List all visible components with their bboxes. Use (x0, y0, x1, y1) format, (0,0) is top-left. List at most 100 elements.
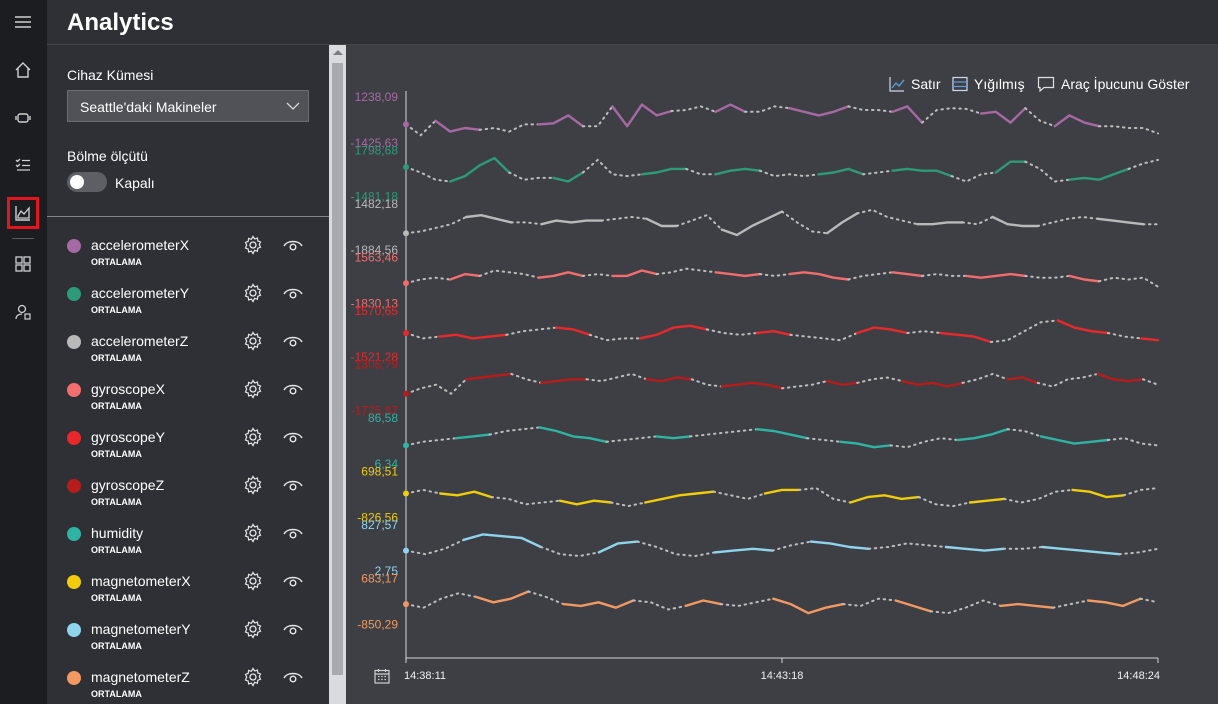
series-line-gyroscopeX[interactable] (891, 271, 924, 278)
series-gap-gyroscopeY[interactable] (505, 326, 558, 336)
series-gap-gyroscopeX[interactable] (581, 273, 614, 277)
line-view-button[interactable]: Satır (889, 74, 941, 94)
series-gap-gyroscopeX[interactable] (847, 271, 894, 281)
series-gap-accelerometerY[interactable] (1127, 158, 1159, 170)
series-gap-gyroscopeZ[interactable] (781, 380, 829, 390)
series-line-magnetometerX[interactable] (644, 490, 715, 504)
series-line-gyroscopeX[interactable] (611, 269, 658, 278)
series-line-magnetometerX[interactable] (1071, 488, 1125, 499)
series-line-accelerometerZ[interactable] (825, 212, 859, 235)
eye-icon[interactable] (283, 381, 303, 397)
eye-icon[interactable] (283, 477, 303, 493)
series-gap-magnetometerX[interactable] (610, 501, 647, 508)
series-line-humidity[interactable] (839, 440, 892, 449)
series-gap-gyroscopeY[interactable] (906, 330, 942, 334)
series-gap-humidity[interactable] (405, 437, 458, 447)
series-gap-gyroscopeX[interactable] (1024, 274, 1071, 279)
series-line-magnetometerZ[interactable] (684, 599, 722, 608)
sensor-item-gyroscopeY[interactable]: gyroscopeY ORTALAMA (47, 426, 329, 470)
series-gap-gyroscopeZ[interactable] (510, 372, 543, 384)
gear-icon[interactable] (243, 379, 263, 399)
series-gap-accelerometerX[interactable] (1024, 107, 1056, 128)
series-line-accelerometerX[interactable] (1053, 114, 1101, 128)
sensor-item-magnetometerX[interactable]: magnetometerX ORTALAMA (47, 570, 329, 614)
series-line-accelerometerZ[interactable] (991, 215, 1039, 228)
menu-icon[interactable] (9, 8, 37, 36)
sensor-item-magnetometerZ[interactable]: magnetometerZ ORTALAMA (47, 666, 329, 704)
series-gap-gyroscopeX[interactable] (655, 267, 717, 276)
series-line-magnetometerX[interactable] (558, 499, 613, 506)
sensor-item-accelerometerX[interactable]: accelerometerX ORTALAMA (47, 234, 329, 278)
series-line-gyroscopeY[interactable] (555, 326, 592, 336)
series-gap-humidity[interactable] (488, 426, 541, 436)
sensor-item-magnetometerY[interactable]: magnetometerY ORTALAMA (47, 618, 329, 662)
series-gap-accelerometerZ[interactable] (781, 210, 829, 235)
series-gap-humidity[interactable] (605, 435, 658, 443)
series-gap-magnetometerZ[interactable] (405, 592, 477, 609)
series-line-gyroscopeY[interactable] (1140, 337, 1160, 342)
sensor-item-accelerometerZ[interactable]: accelerometerZ ORTALAMA (47, 330, 329, 374)
series-gap-magnetometerY[interactable] (540, 546, 600, 558)
series-gap-gyroscopeZ[interactable] (405, 378, 468, 395)
sensor-item-humidity[interactable]: humidity ORTALAMA (47, 522, 329, 566)
series-line-magnetometerX[interactable] (849, 494, 920, 504)
series-gap-magnetometerY[interactable] (771, 540, 812, 552)
sensor-item-gyroscopeX[interactable]: gyroscopeX ORTALAMA (47, 378, 329, 422)
series-gap-gyroscopeY[interactable] (405, 332, 441, 340)
gear-icon[interactable] (243, 283, 263, 303)
series-gap-magnetometerX[interactable] (712, 490, 766, 500)
scroll-thumb[interactable] (332, 63, 343, 675)
series-gap-accelerometerZ[interactable] (405, 216, 468, 235)
sensor-item-accelerometerY[interactable]: accelerometerY ORTALAMA (47, 282, 329, 326)
series-gap-magnetometerX[interactable] (917, 496, 971, 508)
rules-icon[interactable] (9, 151, 37, 179)
series-line-gyroscopeX[interactable] (788, 271, 850, 281)
series-gap-accelerometerY[interactable] (581, 158, 643, 178)
series-line-accelerometerY[interactable] (640, 167, 688, 176)
series-gap-magnetometerZ[interactable] (1139, 597, 1159, 604)
series-line-magnetometerX[interactable] (438, 490, 493, 499)
series-line-accelerometerY[interactable] (817, 167, 865, 176)
series-gap-magnetometerY[interactable] (867, 542, 947, 550)
eye-icon[interactable] (283, 669, 303, 685)
series-line-accelerometerY[interactable] (1068, 167, 1130, 181)
series-line-accelerometerY[interactable] (891, 167, 953, 178)
series-gap-magnetometerZ[interactable] (527, 590, 565, 606)
series-line-gyroscopeY[interactable] (755, 330, 792, 336)
series-gap-accelerometerZ[interactable] (1036, 215, 1099, 227)
series-gap-humidity[interactable] (806, 437, 842, 443)
series-line-magnetometerX[interactable] (763, 488, 801, 495)
series-line-magnetometerY[interactable] (1041, 545, 1121, 556)
series-line-gyroscopeZ[interactable] (825, 379, 859, 386)
series-line-gyroscopeX[interactable] (714, 271, 762, 278)
analytics-icon[interactable] (7, 197, 39, 229)
series-gap-magnetometerX[interactable] (1003, 488, 1074, 504)
eye-icon[interactable] (283, 621, 303, 637)
series-line-gyroscopeZ[interactable] (464, 372, 513, 381)
series-line-magnetometerY[interactable] (462, 533, 543, 549)
series-gap-accelerometerZ[interactable] (600, 215, 648, 222)
series-line-gyroscopeZ[interactable] (1096, 372, 1145, 383)
series-line-accelerometerY[interactable] (552, 171, 585, 183)
home-icon[interactable] (9, 56, 37, 84)
series-gap-gyroscopeY[interactable] (1106, 332, 1143, 340)
gear-icon[interactable] (243, 475, 263, 495)
show-tooltip-button[interactable]: Araç İpucunu Göster (1037, 74, 1189, 94)
series-gap-gyroscopeY[interactable] (588, 333, 641, 342)
gear-icon[interactable] (243, 619, 263, 639)
eye-icon[interactable] (283, 237, 303, 253)
series-line-accelerometerZ[interactable] (1096, 217, 1145, 226)
series-line-gyroscopeZ[interactable] (645, 376, 693, 383)
series-gap-gyroscopeZ[interactable] (690, 378, 723, 388)
series-gap-magnetometerZ[interactable] (632, 599, 687, 611)
series-gap-magnetometerZ[interactable] (929, 599, 1002, 615)
series-gap-accelerometerX[interactable] (581, 105, 614, 128)
series-line-accelerometerZ[interactable] (645, 217, 678, 228)
gear-icon[interactable] (243, 427, 263, 447)
series-line-gyroscopeZ[interactable] (720, 381, 784, 390)
series-line-magnetometerX[interactable] (968, 497, 1006, 504)
gear-icon[interactable] (243, 667, 263, 687)
series-gap-magnetometerY[interactable] (1118, 547, 1159, 556)
series-gap-accelerometerY[interactable] (758, 169, 820, 178)
series-line-accelerometerZ[interactable] (720, 210, 784, 237)
